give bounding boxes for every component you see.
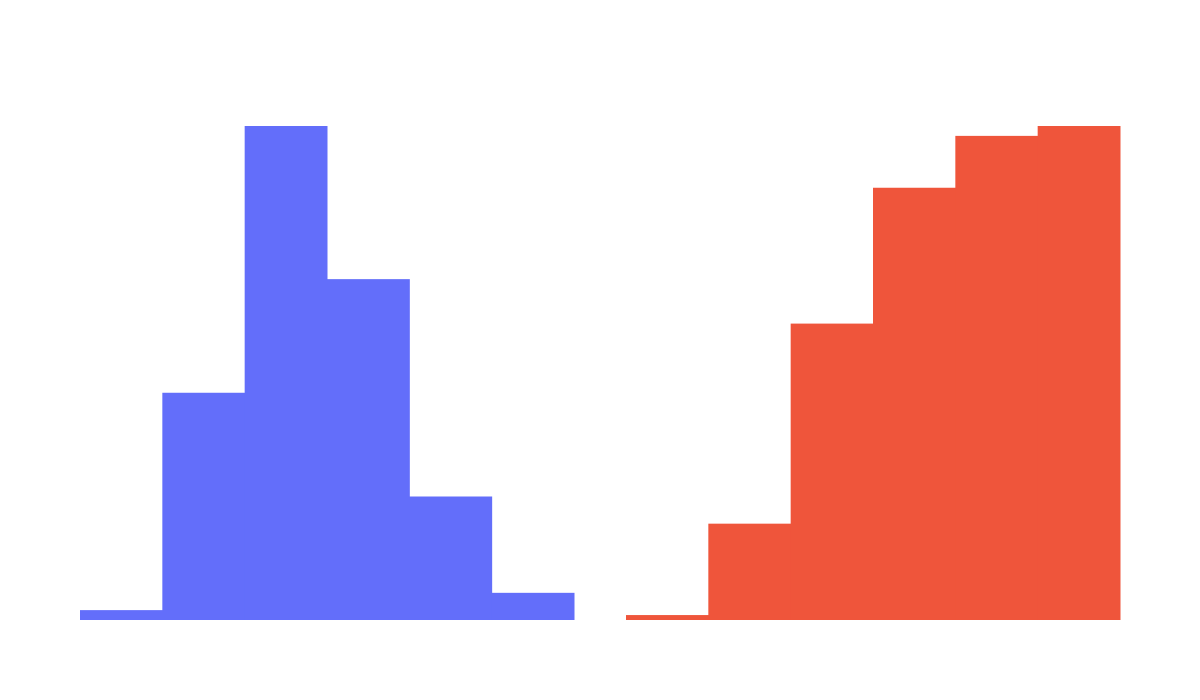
right-histogram-bar-0 [626, 615, 709, 620]
right-histogram-bar-5 [1037, 126, 1121, 620]
left-histogram-bar-1 [162, 392, 246, 620]
left-histogram-bar-2 [244, 126, 328, 620]
left-histogram-bar-3 [327, 279, 410, 620]
left-histogram-bar-5 [491, 592, 575, 620]
left-histogram-bar-4 [409, 496, 493, 620]
right-histogram-bar-2 [790, 323, 874, 620]
left-histogram-bar-0 [80, 610, 163, 620]
right-histogram-bar-4 [955, 135, 1039, 620]
right-histogram-bar-1 [708, 523, 792, 620]
right-histogram-bar-3 [873, 187, 956, 620]
